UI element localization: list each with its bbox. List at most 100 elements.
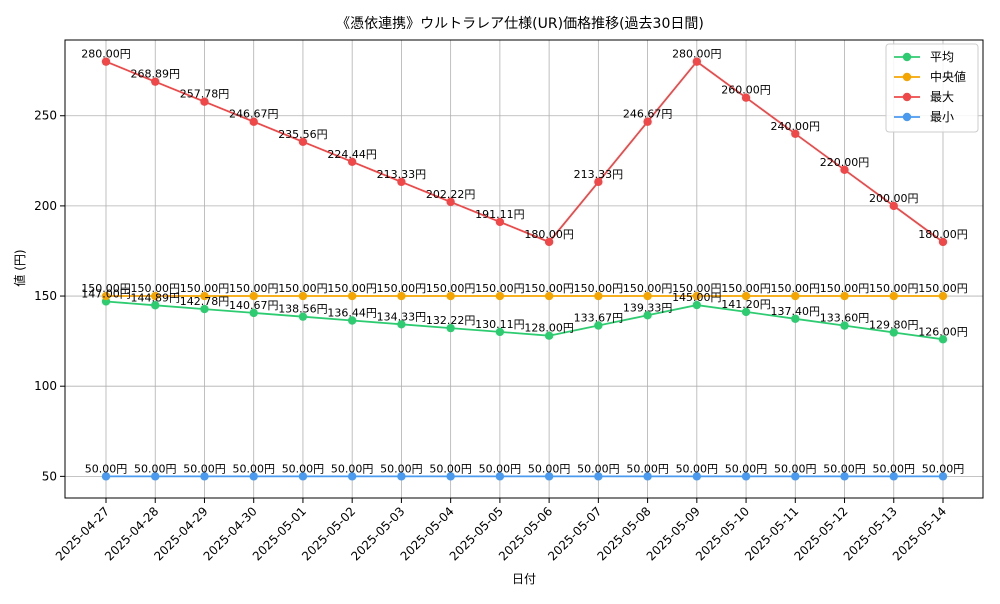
data-point <box>741 307 751 317</box>
data-point <box>298 472 308 481</box>
legend-label: 平均 <box>930 50 954 64</box>
data-point <box>643 472 652 481</box>
data-label: 50.00円 <box>429 462 472 475</box>
data-point <box>889 328 898 337</box>
data-point <box>791 291 800 301</box>
data-point <box>741 472 751 481</box>
data-label: 132.22円 <box>426 314 476 327</box>
data-label: 150.00円 <box>820 282 870 295</box>
data-point <box>249 308 258 318</box>
y-tick-label: 200 <box>34 199 57 213</box>
legend-swatch-marker <box>902 52 912 62</box>
data-label: 50.00円 <box>626 462 669 475</box>
data-point <box>101 291 111 301</box>
data-point <box>594 472 603 481</box>
data-point <box>397 472 406 481</box>
data-label: 50.00円 <box>528 462 571 475</box>
data-label: 133.67円 <box>574 311 624 324</box>
data-label: 180.00円 <box>524 228 574 241</box>
data-label: 150.00円 <box>81 282 131 295</box>
data-label: 150.00円 <box>869 282 919 295</box>
data-label: 130.11円 <box>475 318 525 331</box>
y-axis-title: 値 (円) <box>12 249 27 286</box>
data-point <box>151 472 160 481</box>
data-point <box>692 57 702 66</box>
data-point <box>200 291 209 301</box>
data-point <box>495 472 505 481</box>
data-point <box>544 237 554 247</box>
y-tick-label: 100 <box>34 379 57 393</box>
data-label: 50.00円 <box>232 462 275 475</box>
data-label: 133.60円 <box>820 312 870 325</box>
legend-label: 最小 <box>930 110 954 124</box>
data-point <box>347 472 357 481</box>
x-axis-title: 日付 <box>512 572 536 586</box>
data-label: 128.00円 <box>524 322 574 335</box>
data-point <box>298 291 308 301</box>
data-point <box>347 157 357 167</box>
data-point <box>643 311 652 320</box>
data-label-layer: 147.00円 144.89円 142.78円 140.67円 138.56円 136.4… <box>81 48 968 476</box>
data-point <box>397 291 406 301</box>
data-label: 138.56円 <box>278 303 328 316</box>
data-label: 50.00円 <box>774 462 817 475</box>
data-point <box>151 291 160 301</box>
data-label: 50.00円 <box>380 462 423 475</box>
data-label: 150.00円 <box>130 282 180 295</box>
data-label: 150.00円 <box>229 282 279 295</box>
data-point <box>249 117 258 126</box>
data-label: 150.00円 <box>771 282 821 295</box>
data-point <box>347 316 357 325</box>
data-point <box>200 472 209 481</box>
data-point <box>544 291 554 301</box>
y-tick-label: 250 <box>34 109 57 123</box>
data-point <box>741 291 751 301</box>
data-point <box>594 321 603 330</box>
data-point <box>692 472 702 481</box>
data-point <box>446 197 455 207</box>
data-label: 144.89円 <box>130 291 180 304</box>
data-point <box>200 97 209 106</box>
legend-box <box>885 43 979 133</box>
data-point <box>692 291 702 301</box>
data-point <box>791 129 800 138</box>
data-label: 200.00円 <box>869 192 919 205</box>
legend-label: 中央値 <box>930 69 966 84</box>
data-point <box>495 291 505 301</box>
data-point <box>298 137 308 146</box>
data-point <box>692 300 702 310</box>
data-label: 136.44円 <box>327 306 377 319</box>
data-label: 50.00円 <box>922 462 965 475</box>
data-point <box>938 291 948 301</box>
data-label: 145.00円 <box>672 291 722 304</box>
data-point <box>643 117 652 126</box>
data-point <box>101 57 111 66</box>
data-label: 191.11円 <box>475 208 525 221</box>
chart-title: 《憑依連携》ウルトラレア仕様(UR)価格推移(過去30日間) <box>336 16 704 32</box>
data-point <box>938 237 948 247</box>
data-label: 134.33円 <box>377 310 427 323</box>
data-point <box>298 312 308 321</box>
data-label: 147.00円 <box>81 287 131 300</box>
legend-swatch-marker <box>902 112 912 122</box>
data-point <box>840 291 849 301</box>
data-label: 150.00円 <box>475 282 525 295</box>
data-label: 50.00円 <box>823 462 866 475</box>
data-point <box>347 291 357 301</box>
series-line-2 <box>105 60 944 244</box>
data-point <box>446 472 455 481</box>
data-label: 50.00円 <box>134 462 177 475</box>
data-point <box>643 291 652 301</box>
data-point <box>889 201 898 211</box>
data-label: 50.00円 <box>331 462 374 475</box>
data-label: 180.00円 <box>918 228 968 241</box>
data-label: 142.78円 <box>180 295 230 308</box>
data-point <box>938 472 948 481</box>
data-label: 150.00円 <box>524 282 574 295</box>
legend-label: 最大 <box>930 90 954 104</box>
data-label: 257.78円 <box>180 88 230 101</box>
data-label: 240.00円 <box>771 120 821 133</box>
data-point <box>840 321 849 330</box>
data-label: 50.00円 <box>479 462 522 475</box>
